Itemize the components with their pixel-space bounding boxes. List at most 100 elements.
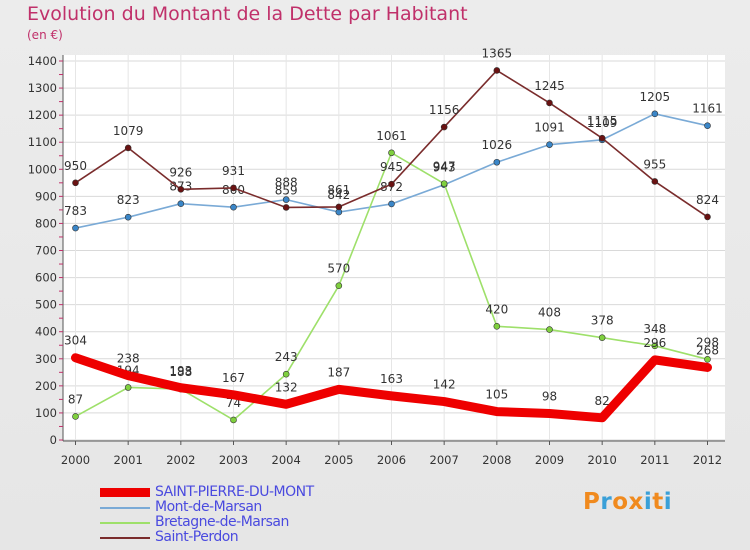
x-tick-label: 2005 <box>324 453 353 467</box>
legend-swatch <box>100 488 150 497</box>
data-label: 1156 <box>429 103 460 117</box>
logo-letter: x <box>628 489 644 515</box>
data-point <box>335 203 343 211</box>
data-label: 945 <box>380 160 403 174</box>
data-label: 1161 <box>692 102 723 116</box>
data-point <box>651 178 659 185</box>
data-label: 132 <box>275 380 298 394</box>
logo-letter: t <box>652 489 664 515</box>
data-label: 842 <box>327 188 350 202</box>
data-point <box>230 203 237 211</box>
data-point <box>388 149 395 157</box>
chart-unit-label: (en €) <box>27 28 63 42</box>
legend-swatch <box>100 506 150 509</box>
logo-letter: i <box>643 489 653 515</box>
data-label: 187 <box>327 365 350 379</box>
y-tick-label: 1300 <box>28 81 57 95</box>
data-label: 1115 <box>587 114 618 128</box>
y-tick-label: 900 <box>35 189 57 203</box>
data-point <box>72 179 79 187</box>
data-point <box>388 180 395 188</box>
data-point <box>230 184 237 192</box>
data-label: 163 <box>380 372 403 386</box>
data-label: 1365 <box>482 46 513 60</box>
data-point <box>704 213 711 221</box>
x-tick-label: 2012 <box>693 453 722 467</box>
data-point <box>651 110 659 118</box>
data-label: 1079 <box>113 124 144 138</box>
data-label: 888 <box>275 176 298 190</box>
data-point <box>598 334 606 341</box>
data-point <box>493 322 501 330</box>
data-label: 1245 <box>534 79 565 93</box>
data-point <box>177 200 185 207</box>
data-label: 1109 <box>587 116 618 130</box>
y-tick-label: 700 <box>35 244 57 258</box>
y-tick-label: 200 <box>35 379 57 393</box>
y-tick-label: 1000 <box>28 162 57 176</box>
x-tick-label: 2003 <box>219 453 248 467</box>
data-label: 824 <box>696 193 719 207</box>
x-tick-label: 2001 <box>114 453 143 467</box>
data-point <box>124 213 132 221</box>
y-tick-label: 500 <box>35 298 57 312</box>
data-point <box>124 384 132 391</box>
data-point <box>388 200 395 208</box>
legend-swatch <box>100 536 150 539</box>
y-tick-label: 400 <box>35 325 57 339</box>
data-label: 926 <box>169 165 192 179</box>
x-tick-label: 2011 <box>640 453 669 467</box>
data-label: 296 <box>643 336 666 350</box>
data-point <box>493 67 501 74</box>
data-point <box>704 356 711 363</box>
chart-plot: 0 100 200 300 400 500 600 700 800 900 1000 1100 1200… <box>28 46 725 467</box>
data-point <box>72 224 79 232</box>
data-point <box>440 123 448 131</box>
x-tick-label: 2002 <box>166 453 195 467</box>
logo-letter: P <box>583 489 601 515</box>
data-label: 298 <box>696 335 719 349</box>
data-point <box>546 141 553 148</box>
y-tick-label: 600 <box>35 271 57 285</box>
x-tick-label: 2007 <box>430 453 459 467</box>
x-tick-label: 2000 <box>61 453 90 467</box>
x-tick-label: 2004 <box>272 453 301 467</box>
data-label: 82 <box>595 394 610 408</box>
data-label: 142 <box>433 378 456 392</box>
data-label: 193 <box>169 364 192 378</box>
data-point <box>598 134 606 142</box>
data-label: 105 <box>485 388 508 402</box>
data-point <box>282 204 290 211</box>
series-saint-pierre-du-mont: 304 238 193 167 132 187 163 142 105 98 82 296 268 <box>64 334 719 423</box>
data-point <box>124 144 132 152</box>
data-label: 98 <box>542 389 557 403</box>
data-label: 955 <box>643 157 666 171</box>
data-point <box>493 158 501 166</box>
data-label: 167 <box>222 371 245 385</box>
data-label: 570 <box>327 262 350 276</box>
data-label: 950 <box>64 159 87 173</box>
data-point <box>546 326 553 333</box>
logo-letter: i <box>663 489 673 515</box>
data-point <box>651 342 659 350</box>
data-label: 268 <box>696 343 719 357</box>
data-label: 420 <box>485 302 508 316</box>
logo-letter: o <box>612 489 629 515</box>
data-label: 87 <box>68 392 83 406</box>
legend-label: Saint-Perdon <box>155 529 239 545</box>
y-tick-label: 800 <box>35 216 57 230</box>
data-label: 823 <box>117 193 140 207</box>
y-tick-label: 1400 <box>28 54 57 68</box>
data-point <box>177 186 185 193</box>
x-tick-label: 2008 <box>482 453 511 467</box>
data-label: 238 <box>117 352 140 366</box>
legend-label: Bretagne-de-Marsan <box>155 514 289 530</box>
data-label: 408 <box>538 306 561 320</box>
data-label: 1026 <box>482 138 513 152</box>
data-label: 1091 <box>534 121 565 135</box>
x-tick-label: 2006 <box>377 453 406 467</box>
data-label: 931 <box>222 164 245 178</box>
data-point <box>282 370 290 378</box>
legend-swatch <box>100 521 150 524</box>
data-point <box>704 122 711 130</box>
